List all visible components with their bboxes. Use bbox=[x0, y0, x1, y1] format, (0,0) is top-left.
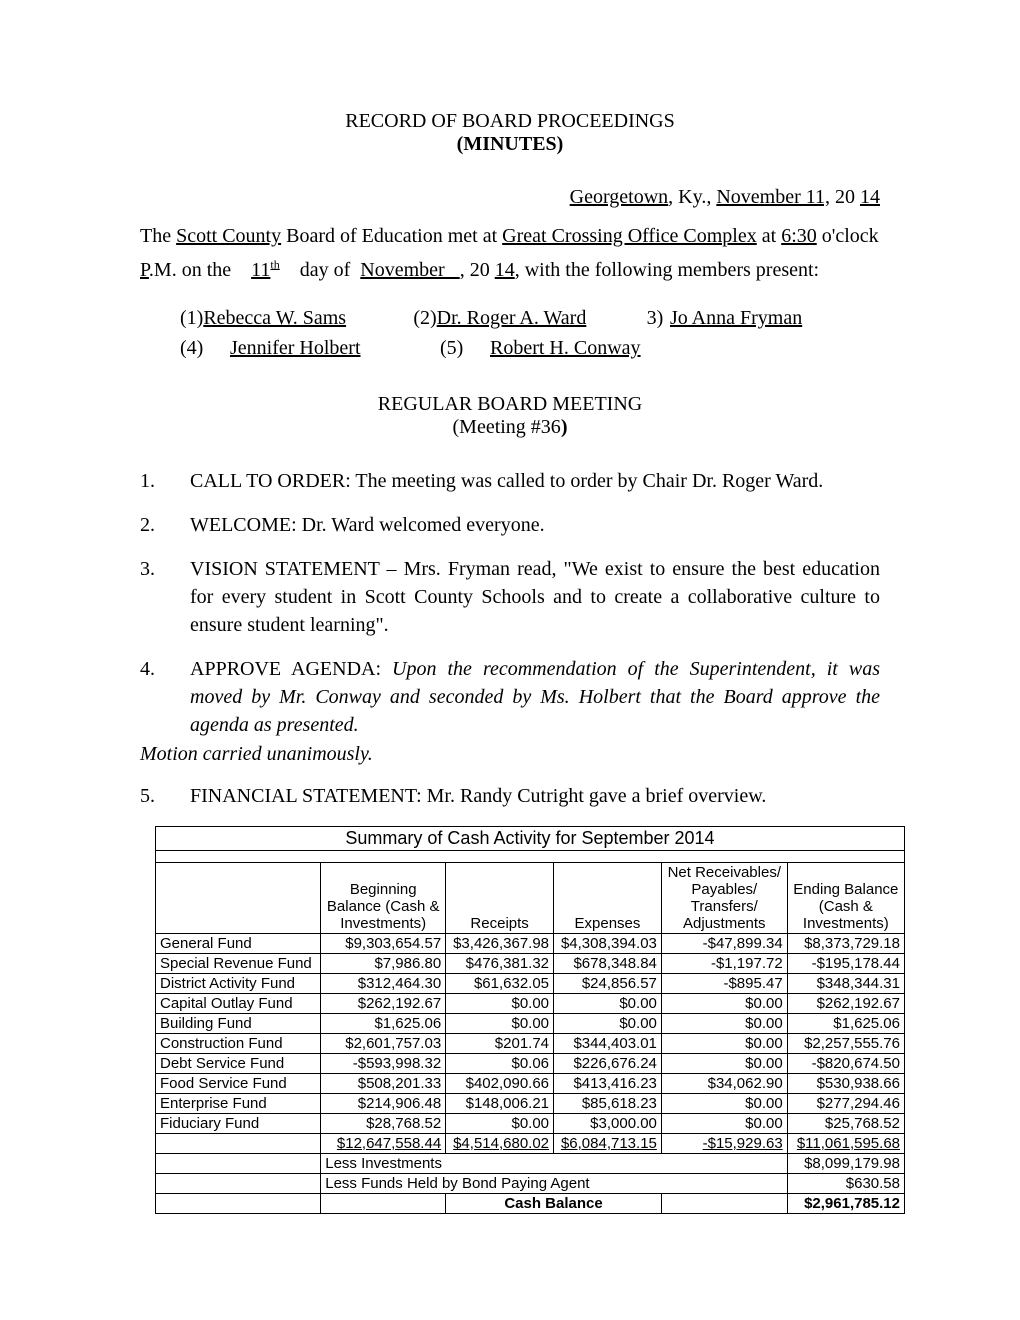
header-expenses: Expenses bbox=[554, 863, 662, 934]
document-title: RECORD OF BOARD PROCEEDINGS (MINUTES) bbox=[140, 110, 880, 156]
table-row: General Fund$9,303,654.57$3,426,367.98$4… bbox=[156, 934, 905, 954]
agenda-items: 1. CALL TO ORDER: The meeting was called… bbox=[140, 467, 880, 810]
table-row: Debt Service Fund-$593,998.32$0.06$226,6… bbox=[156, 1054, 905, 1074]
table-title: Summary of Cash Activity for September 2… bbox=[156, 827, 905, 851]
location: Great Crossing Office Complex bbox=[502, 225, 757, 247]
table-row: Construction Fund$2,601,757.03$201.74$34… bbox=[156, 1034, 905, 1054]
member-2: Dr. Roger A. Ward bbox=[437, 303, 647, 333]
cash-balance-row: Cash Balance $2,961,785.12 bbox=[156, 1194, 905, 1214]
members-row-1: (1) Rebecca W. Sams (2) Dr. Roger A. War… bbox=[180, 303, 880, 333]
meeting-header: REGULAR BOARD MEETING (Meeting #36) bbox=[140, 393, 880, 439]
agenda-item-1: 1. CALL TO ORDER: The meeting was called… bbox=[140, 467, 880, 495]
table-row: Fiduciary Fund$28,768.52$0.00$3,000.00$0… bbox=[156, 1114, 905, 1134]
less-bond-row: Less Funds Held by Bond Paying Agent $63… bbox=[156, 1174, 905, 1194]
table-row: Special Revenue Fund$7,986.80$476,381.32… bbox=[156, 954, 905, 974]
title-line-1: RECORD OF BOARD PROCEEDINGS bbox=[140, 110, 880, 133]
title-line-2: (MINUTES) bbox=[140, 133, 880, 156]
table-row: Capital Outlay Fund$262,192.67$0.00$0.00… bbox=[156, 994, 905, 1014]
header-adjustments: Net Receivables/ Payables/ Transfers/ Ad… bbox=[661, 863, 787, 934]
city: Georgetown bbox=[570, 186, 669, 208]
intro-paragraph-2: P.M. on the 11th day of November , 20 14… bbox=[140, 255, 880, 285]
table-header-row: Beginning Balance (Cash & Investments) R… bbox=[156, 863, 905, 934]
intro-paragraph: The Scott County Board of Education met … bbox=[140, 221, 880, 251]
table-row: District Activity Fund$312,464.30$61,632… bbox=[156, 974, 905, 994]
agenda-item-5: 5. FINANCIAL STATEMENT: Mr. Randy Cutrig… bbox=[140, 782, 880, 810]
members-list: (1) Rebecca W. Sams (2) Dr. Roger A. War… bbox=[180, 303, 880, 363]
meeting-header-line-2: (Meeting #36) bbox=[140, 416, 880, 439]
table-totals-row: $12,647,558.44 $4,514,680.02 $6,084,713.… bbox=[156, 1134, 905, 1154]
header-beginning: Beginning Balance (Cash & Investments) bbox=[321, 863, 446, 934]
member-5: Robert H. Conway bbox=[490, 333, 700, 363]
table-row: Food Service Fund$508,201.33$402,090.66$… bbox=[156, 1074, 905, 1094]
member-4: Jennifer Holbert bbox=[230, 333, 440, 363]
month: November bbox=[360, 259, 459, 281]
member-1: Rebecca W. Sams bbox=[203, 303, 413, 333]
table-row: Building Fund$1,625.06$0.00$0.00$0.00$1,… bbox=[156, 1014, 905, 1034]
less-investments-row: Less Investments $8,099,179.98 bbox=[156, 1154, 905, 1174]
members-row-2: (4) Jennifer Holbert (5) Robert H. Conwa… bbox=[180, 333, 880, 363]
agenda-item-4: 4. APPROVE AGENDA: Upon the recommendati… bbox=[140, 655, 880, 739]
agenda-item-2: 2. WELCOME: Dr. Ward welcomed everyone. bbox=[140, 511, 880, 539]
member-3: Jo Anna Fryman bbox=[670, 303, 880, 333]
table-row: Enterprise Fund$214,906.48$148,006.21$85… bbox=[156, 1094, 905, 1114]
header-receipts: Receipts bbox=[446, 863, 554, 934]
table-blank-row bbox=[156, 851, 905, 863]
date-line: Georgetown, Ky., November 11, 20 14 bbox=[140, 186, 880, 209]
header-ending: Ending Balance (Cash & Investments) bbox=[787, 863, 904, 934]
meeting-header-line-1: REGULAR BOARD MEETING bbox=[140, 393, 880, 416]
county: Scott County bbox=[176, 225, 281, 247]
agenda-item-3: 3. VISION STATEMENT – Mrs. Fryman read, … bbox=[140, 555, 880, 639]
date-month-day: November 11, bbox=[716, 186, 830, 208]
day: 11 bbox=[251, 259, 270, 281]
date-year: 14 bbox=[860, 186, 880, 208]
cash-activity-table: Summary of Cash Activity for September 2… bbox=[155, 826, 905, 1214]
motion-carried: Motion carried unanimously. bbox=[140, 743, 880, 766]
time: 6:30 bbox=[781, 225, 817, 247]
table-title-row: Summary of Cash Activity for September 2… bbox=[156, 827, 905, 851]
